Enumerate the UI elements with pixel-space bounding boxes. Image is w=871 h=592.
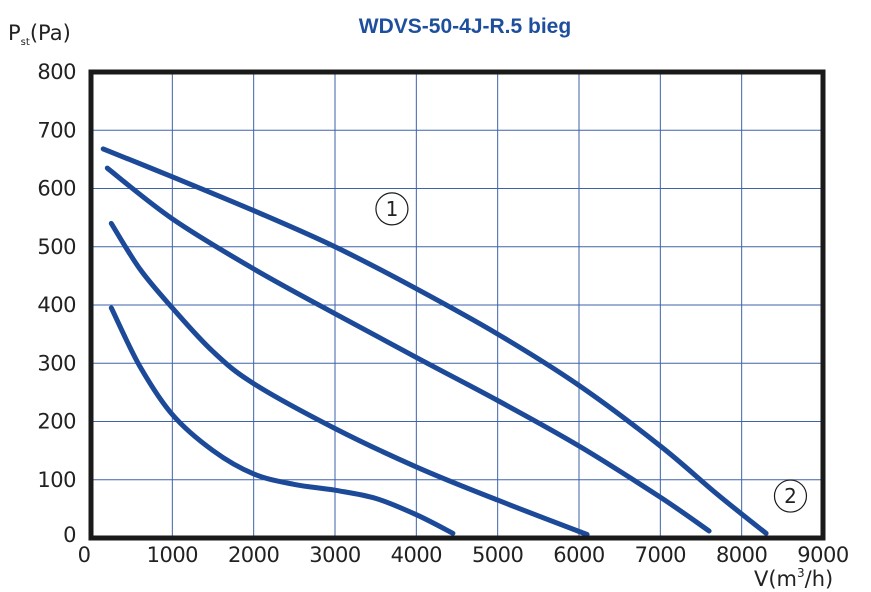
x-axis-label-main: V(m bbox=[754, 567, 797, 591]
annotation-circle-1 bbox=[375, 192, 409, 226]
y-tick-label: 0 bbox=[63, 523, 76, 547]
x-tick-label: 9000 bbox=[797, 543, 848, 567]
y-axis-label: Pst(Pa) bbox=[8, 21, 71, 48]
annotation-circle-2 bbox=[773, 479, 808, 513]
x-tick-label: 8000 bbox=[716, 543, 767, 567]
series-curve-4 bbox=[108, 305, 456, 536]
annotation-label-1: 1 bbox=[386, 197, 399, 221]
x-tick-label: 6000 bbox=[553, 543, 604, 567]
y-tick-label: 100 bbox=[37, 468, 76, 492]
y-axis-label-main: P bbox=[8, 21, 21, 45]
y-tick-label: 800 bbox=[37, 60, 76, 84]
y-tick-label: 300 bbox=[37, 351, 76, 375]
x-tick-label: 2000 bbox=[228, 543, 279, 567]
x-axis-label: V(m3/h) bbox=[754, 566, 833, 591]
y-tick-label: 500 bbox=[37, 235, 76, 259]
series-curve-1 bbox=[100, 146, 769, 536]
y-tick-label: 400 bbox=[37, 293, 76, 317]
grid bbox=[90, 71, 824, 539]
x-tick-label: 4000 bbox=[391, 543, 442, 567]
tick-labels: 0 1000 2000 3000 4000 5000 6000 7000 8000 9000 0 10… bbox=[37, 60, 849, 567]
chart-title: WDVS-50-4J-R.5 bieg bbox=[359, 15, 571, 38]
x-axis-label-unit: /h) bbox=[805, 567, 834, 591]
y-tick-label: 700 bbox=[37, 118, 76, 142]
y-axis-label-sub: st bbox=[21, 37, 30, 48]
annotations: 12 bbox=[375, 192, 808, 513]
x-tick-label: 1000 bbox=[147, 543, 198, 567]
y-axis-label-unit: (Pa) bbox=[30, 21, 71, 45]
plot-frame bbox=[88, 69, 826, 541]
curves bbox=[100, 146, 769, 537]
annotation-label-2: 2 bbox=[784, 484, 797, 508]
x-axis-label-sup: 3 bbox=[797, 566, 805, 580]
x-tick-label: 0 bbox=[78, 543, 91, 567]
x-tick-label: 5000 bbox=[472, 543, 523, 567]
series-curve-2 bbox=[104, 165, 712, 534]
x-tick-label: 3000 bbox=[309, 543, 360, 567]
series-curve-3 bbox=[108, 220, 590, 537]
y-tick-label: 600 bbox=[37, 177, 76, 201]
x-tick-label: 7000 bbox=[635, 543, 686, 567]
y-tick-label: 200 bbox=[37, 410, 76, 434]
